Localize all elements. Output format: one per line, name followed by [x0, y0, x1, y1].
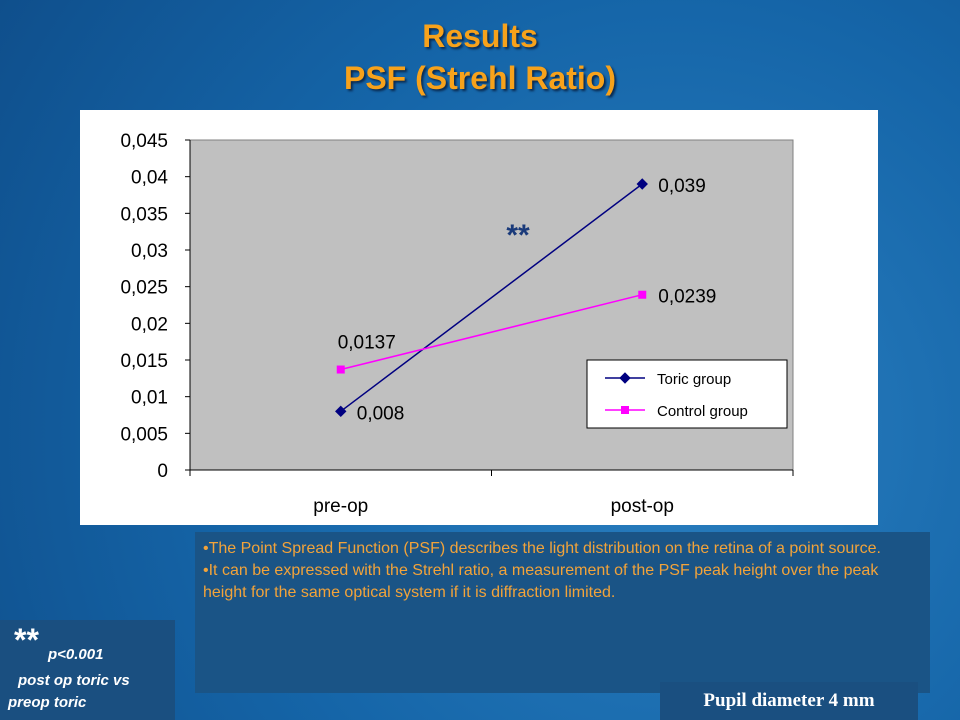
y-tick-label: 0,03	[131, 241, 168, 262]
data-point	[636, 178, 648, 190]
data-label: 0,008	[357, 403, 405, 424]
footnote-line: post op toric vs	[18, 672, 130, 689]
legend-label: Control group	[657, 403, 748, 420]
y-tick-label: 0,015	[120, 351, 168, 372]
data-point	[336, 365, 345, 374]
y-tick-label: 0,01	[131, 388, 168, 409]
bullet: The Point Spread Function (PSF) describe…	[203, 538, 920, 560]
series-line	[340, 183, 643, 412]
bullet-text: It can be expressed with the Strehl rati…	[203, 562, 879, 601]
y-tick-label: 0,005	[120, 424, 168, 445]
legend-label: Toric group	[657, 371, 731, 388]
pupil-note: Pupil diameter 4 mm	[660, 682, 918, 720]
x-tick-label: pre-op	[313, 496, 368, 517]
footnote-mark: **	[14, 622, 39, 658]
y-tick-label: 0,035	[120, 204, 168, 225]
data-label: 0,0137	[338, 333, 396, 354]
series-line	[340, 294, 643, 371]
footnote: ** p<0.001 post op toric vs preop toric	[0, 620, 175, 720]
y-tick-label: 0,025	[120, 278, 168, 299]
y-tick-label: 0	[157, 461, 168, 482]
y-tick-label: 0,02	[131, 314, 168, 335]
y-tick-label: 0,045	[120, 131, 168, 152]
legend	[586, 359, 788, 429]
data-label: 0,039	[658, 176, 706, 197]
footnote-line: p<0.001	[48, 646, 104, 663]
data-point	[638, 290, 647, 299]
bullet-text: The Point Spread Function (PSF) describe…	[208, 540, 881, 557]
annotation: **	[506, 219, 530, 252]
data-point	[335, 405, 347, 418]
legend-marker	[619, 372, 631, 384]
slide-subtitle: PSF (Strehl Ratio)	[343, 60, 616, 96]
legend-marker	[621, 406, 629, 414]
footnote-line: preop toric	[8, 694, 87, 711]
y-tick-label: 0,04	[131, 168, 168, 189]
data-label: 0,0239	[658, 287, 716, 308]
bullet: It can be expressed with the Strehl rati…	[203, 560, 920, 604]
x-tick-label: post-op	[611, 496, 674, 517]
text-box: The Point Spread Function (PSF) describe…	[195, 532, 930, 693]
slide-title: Results	[422, 18, 538, 54]
